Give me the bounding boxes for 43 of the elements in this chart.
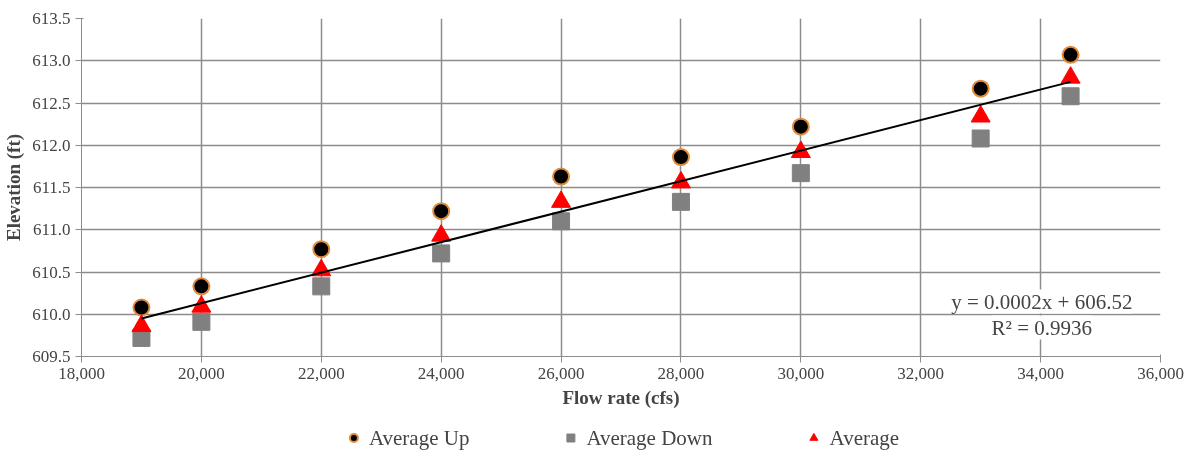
y-tick-label: 611.5 — [32, 178, 71, 197]
y-tick-label: 609.5 — [32, 347, 71, 366]
annotation: R² = 0.9936 — [991, 315, 1093, 340]
x-tick-label: 24,000 — [417, 363, 465, 383]
point — [1061, 87, 1080, 106]
x-tick-label: 26,000 — [537, 363, 585, 383]
y-tick-label: 612.5 — [32, 93, 71, 113]
y-tick-label: 613.0 — [32, 51, 71, 71]
point — [971, 129, 990, 148]
y-tick-label: 610.0 — [32, 304, 71, 324]
point — [192, 277, 211, 296]
point — [671, 148, 690, 167]
x-tick-label: 30,000 — [777, 363, 825, 383]
x-axis-title: Flow rate (cfs) — [562, 386, 680, 409]
x-tick-label: 20,000 — [178, 363, 225, 383]
legend-label: Average Down — [586, 425, 713, 450]
point — [432, 244, 451, 263]
y-tick-label: 611.0 — [32, 220, 71, 240]
legend-label: Average Up — [368, 425, 470, 450]
annotation: y = 0.0002x + 606.52 — [951, 289, 1133, 314]
y-axis-title: Elevation (ft) — [3, 133, 26, 242]
point — [552, 167, 571, 186]
y-tick-label: 612.0 — [32, 135, 71, 155]
point — [432, 202, 451, 221]
y-tick-label: 610.5 — [32, 262, 71, 282]
x-tick-label: 36,000 — [1137, 363, 1184, 383]
legend-label: Average — [829, 425, 900, 450]
x-tick-label: 18,000 — [58, 363, 105, 383]
point — [1061, 45, 1080, 64]
point — [552, 212, 571, 231]
point — [791, 164, 810, 183]
x-tick-label: 22,000 — [297, 363, 345, 383]
point — [132, 298, 151, 317]
point — [192, 312, 211, 331]
x-tick-label: 34,000 — [1017, 363, 1064, 383]
x-tick-label: 28,000 — [657, 363, 705, 383]
point — [312, 240, 331, 259]
y-tick-label: 613.5 — [32, 9, 71, 28]
point — [671, 192, 690, 211]
x-tick-label: 32,000 — [897, 363, 945, 383]
point — [971, 79, 990, 98]
point — [312, 277, 331, 296]
point — [791, 117, 810, 136]
